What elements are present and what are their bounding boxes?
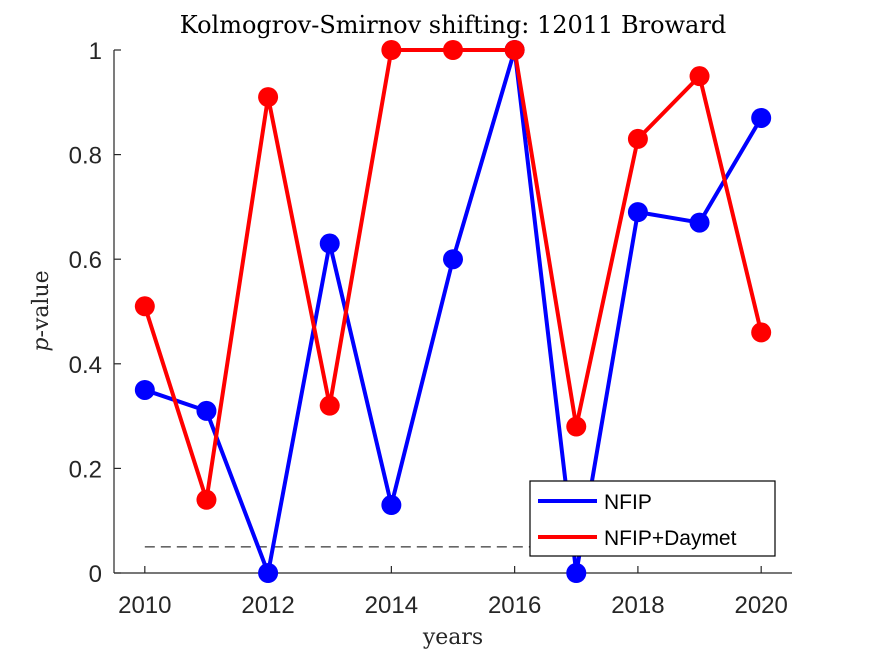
data-point <box>134 296 155 317</box>
data-point <box>689 212 710 233</box>
data-point <box>319 233 340 254</box>
data-point <box>196 489 217 510</box>
data-point <box>381 40 402 60</box>
chart-title: Kolmogrov-Smirnov shifting: 12011 Browar… <box>180 11 726 39</box>
data-point <box>443 40 463 60</box>
y-tick-label: 0.4 <box>69 352 102 379</box>
y-axis-label: p-value <box>29 270 54 351</box>
x-tick-label: 2012 <box>241 592 294 619</box>
series-layer <box>134 40 772 583</box>
x-tick-label: 2010 <box>118 592 171 619</box>
series-nfip <box>134 40 772 583</box>
data-point <box>258 563 279 583</box>
data-point <box>134 379 155 400</box>
data-point <box>751 322 772 343</box>
data-point <box>196 400 217 421</box>
y-tick-label: 1 <box>89 38 102 65</box>
y-axis-label-rest: -value <box>29 270 54 337</box>
x-tick-label: 2016 <box>488 592 541 619</box>
y-tick-label: 0.6 <box>69 247 102 274</box>
data-point <box>566 563 587 583</box>
data-point <box>319 395 340 416</box>
x-tick-label: 2014 <box>365 592 418 619</box>
data-point <box>443 249 463 270</box>
data-point <box>627 202 648 223</box>
legend-label-nfip: NFIP <box>604 491 652 514</box>
y-tick-label: 0.8 <box>69 143 102 170</box>
data-point <box>627 128 648 149</box>
x-axis-label: years <box>422 625 483 650</box>
legend-label-nfip-daymet: NFIP+Daymet <box>604 527 737 550</box>
data-point <box>689 66 710 87</box>
x-tick-label: 2018 <box>611 592 664 619</box>
data-point <box>258 87 279 108</box>
data-point <box>504 40 525 60</box>
series-nfip-daymet <box>134 40 772 510</box>
legend: NFIP NFIP+Daymet <box>529 480 776 557</box>
legend-box <box>529 480 776 557</box>
data-point <box>566 416 587 437</box>
x-tick-label: 2020 <box>734 592 787 619</box>
y-tick-label: 0 <box>89 561 102 588</box>
y-axis-label-italic: p <box>29 338 54 352</box>
y-tick-label: 0.2 <box>69 456 102 483</box>
axes: 2010 2012 2014 2016 2018 2020 0 0.2 0.4 0.6 0.8 1 <box>69 38 792 619</box>
data-point <box>751 107 772 128</box>
data-point <box>381 495 402 516</box>
